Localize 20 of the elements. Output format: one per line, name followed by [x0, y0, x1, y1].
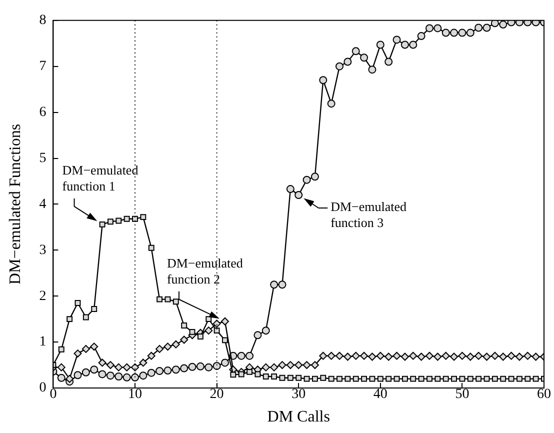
y-tick-label: 1 [39, 334, 46, 350]
annotation: DM−emulated function 2 [166, 255, 244, 286]
y-tick-label: 6 [39, 104, 46, 120]
x-tick-label: 40 [373, 387, 388, 402]
x-axis-title: DM Calls [267, 408, 330, 426]
y-tick-label: 4 [39, 196, 46, 212]
y-axis-title: DM−emulated Functions [6, 124, 24, 284]
y-tick-label: 8 [39, 13, 46, 28]
x-tick-label: 50 [455, 387, 470, 402]
y-tick-label: 7 [39, 59, 46, 74]
x-tick-label: 10 [128, 387, 142, 402]
y-tick-label: 2 [39, 288, 46, 304]
y-tick-label: 3 [39, 242, 46, 258]
annotation: DM−emulated function 1 [62, 162, 139, 194]
x-tick-label: 30 [292, 387, 306, 402]
x-tick-label: 20 [210, 387, 224, 402]
y-tick-label: 5 [39, 150, 46, 166]
annotation: DM−emulated function 3 [330, 198, 408, 230]
x-tick-label: 60 [537, 387, 551, 402]
x-tick-label: 0 [50, 387, 57, 402]
